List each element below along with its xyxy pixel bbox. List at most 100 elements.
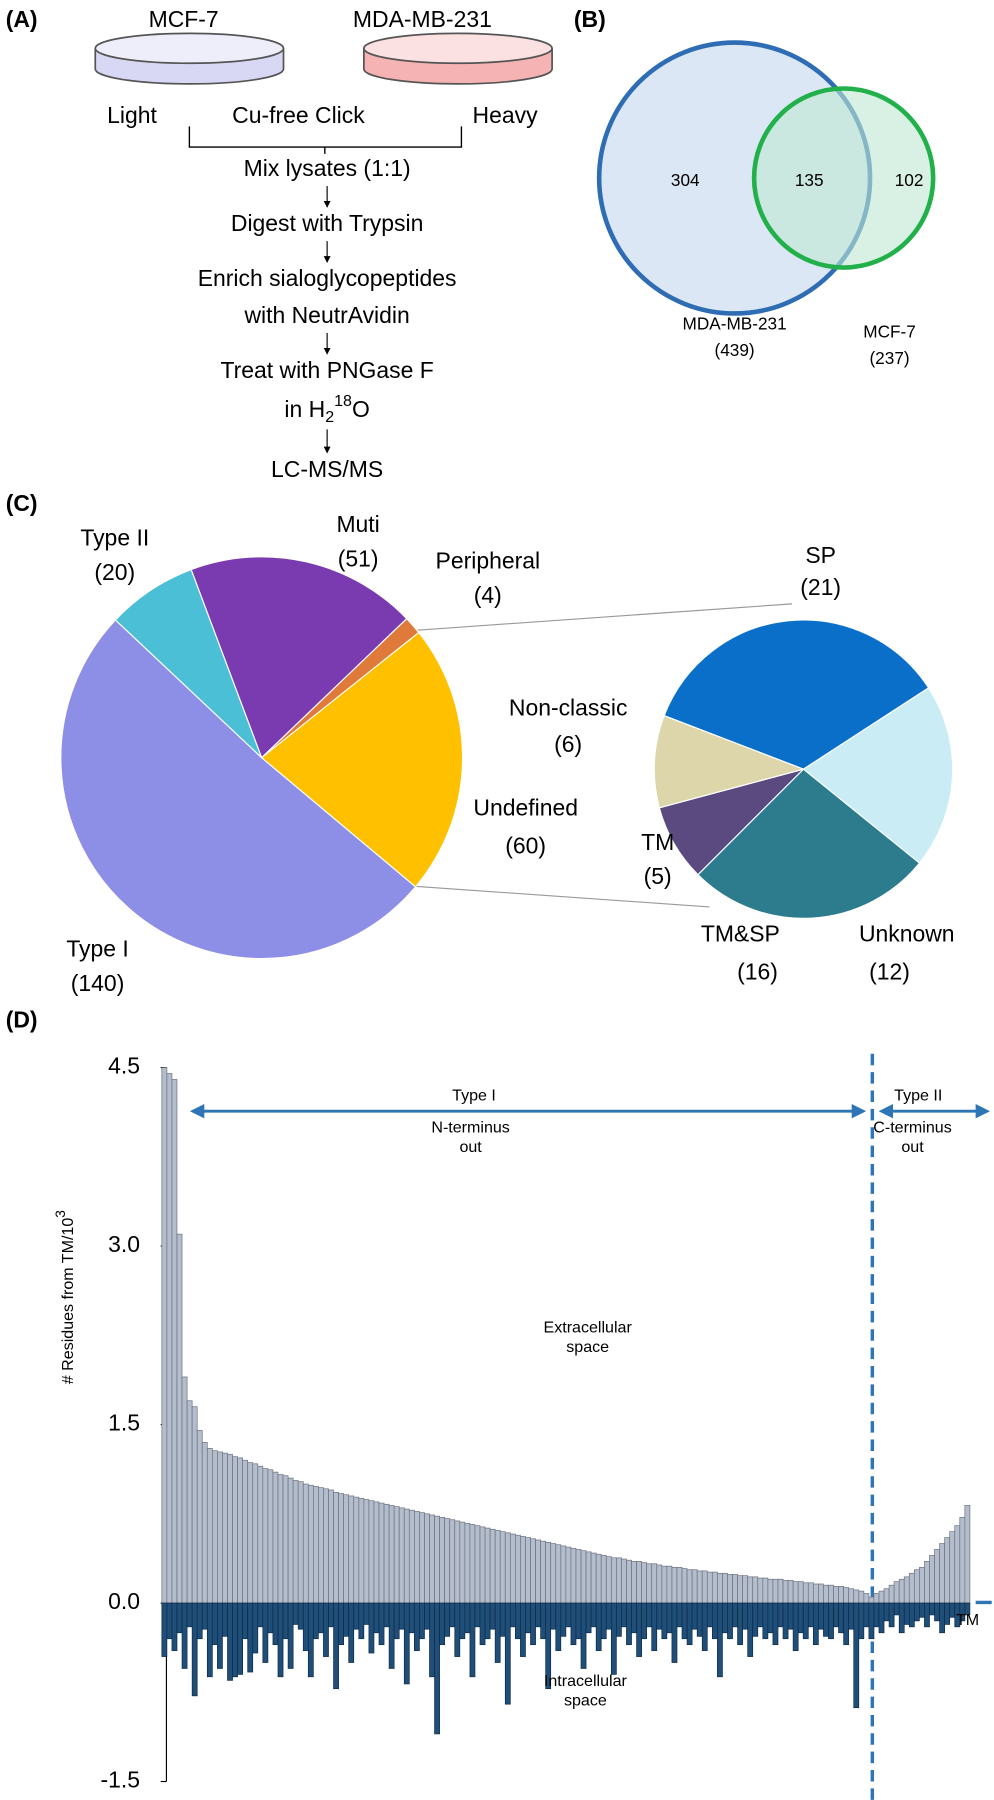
bar — [313, 1602, 319, 1640]
panel-label: (A) — [6, 6, 38, 32]
connector — [415, 603, 793, 631]
bar — [257, 1465, 264, 1604]
bar — [812, 1583, 819, 1604]
bar — [419, 1602, 425, 1640]
bar — [888, 1584, 895, 1604]
slice-value: (51) — [338, 545, 379, 571]
bar — [393, 1506, 400, 1604]
set-total: (439) — [715, 340, 755, 360]
bar — [605, 1556, 612, 1604]
bar — [893, 1602, 900, 1616]
bar — [903, 1576, 910, 1604]
bar — [373, 1602, 380, 1634]
bar — [464, 1522, 471, 1604]
bar — [398, 1507, 405, 1604]
bar — [621, 1558, 627, 1604]
bar — [388, 1505, 395, 1604]
bar — [838, 1586, 844, 1604]
step: with NeutrAvidin — [243, 302, 409, 328]
bar — [797, 1581, 804, 1604]
bar — [272, 1471, 279, 1604]
bar — [777, 1602, 784, 1628]
y-axis-label: # Residues from TM/103 — [52, 1210, 77, 1384]
step: Treat with PNGase F — [220, 357, 433, 383]
label: Heavy — [473, 102, 539, 128]
bar — [525, 1602, 531, 1634]
step: Mix lysates (1:1) — [244, 155, 411, 181]
pie-slice — [697, 768, 921, 919]
bar — [878, 1602, 885, 1634]
bar — [348, 1602, 355, 1663]
bar — [565, 1602, 572, 1628]
bar — [454, 1602, 461, 1657]
bar — [333, 1602, 339, 1690]
bar — [722, 1602, 728, 1634]
bar — [545, 1602, 552, 1690]
bar — [908, 1572, 915, 1604]
bar — [161, 1067, 168, 1604]
bar — [388, 1602, 395, 1669]
bar — [328, 1489, 334, 1604]
bar — [373, 1501, 380, 1604]
bar — [752, 1576, 759, 1604]
annotation: space — [566, 1338, 609, 1356]
count: 135 — [795, 170, 824, 190]
bar — [939, 1602, 945, 1634]
bar — [318, 1602, 324, 1634]
annotation: out — [459, 1138, 482, 1156]
bar — [545, 1542, 552, 1604]
text: O — [352, 396, 370, 422]
bar — [732, 1602, 738, 1628]
set-total: (237) — [869, 348, 909, 368]
bar — [515, 1534, 521, 1604]
bar — [191, 1602, 198, 1697]
bar — [272, 1602, 279, 1646]
y-tick-label: 4.5 — [108, 1053, 140, 1079]
bar — [540, 1540, 547, 1604]
bar — [222, 1452, 228, 1604]
bar — [626, 1602, 632, 1646]
bar — [873, 1593, 880, 1604]
bar — [732, 1574, 738, 1604]
slice-value: (6) — [554, 731, 582, 757]
bar — [515, 1602, 521, 1640]
bar — [338, 1602, 344, 1646]
bar — [646, 1563, 653, 1604]
bar — [924, 1602, 930, 1628]
bar — [742, 1575, 749, 1604]
panel-label: (C) — [6, 490, 38, 516]
bar — [772, 1602, 779, 1646]
bar — [323, 1488, 329, 1604]
bar — [621, 1602, 627, 1628]
bar — [787, 1580, 794, 1604]
bar — [898, 1578, 905, 1604]
bar — [580, 1602, 587, 1669]
slice-value: (60) — [505, 832, 546, 858]
bar — [560, 1545, 567, 1604]
bar — [333, 1492, 339, 1604]
bar — [797, 1602, 804, 1634]
bar — [237, 1602, 243, 1675]
bar — [777, 1578, 784, 1604]
bar — [626, 1559, 632, 1604]
bar — [474, 1525, 481, 1604]
panel-label: (B) — [574, 6, 606, 32]
bar — [686, 1569, 693, 1604]
bar — [363, 1499, 370, 1604]
bar — [358, 1497, 365, 1604]
bar — [782, 1580, 789, 1604]
bar — [878, 1590, 885, 1604]
bar — [782, 1602, 789, 1640]
bar — [368, 1500, 375, 1604]
bar — [919, 1566, 925, 1604]
bar — [934, 1602, 940, 1622]
bar — [206, 1602, 213, 1678]
bar — [636, 1561, 642, 1604]
bar — [636, 1602, 642, 1657]
bar — [307, 1484, 314, 1604]
bar — [449, 1602, 456, 1628]
bar — [717, 1602, 723, 1678]
bar — [504, 1532, 511, 1604]
pie-slice — [663, 619, 930, 770]
